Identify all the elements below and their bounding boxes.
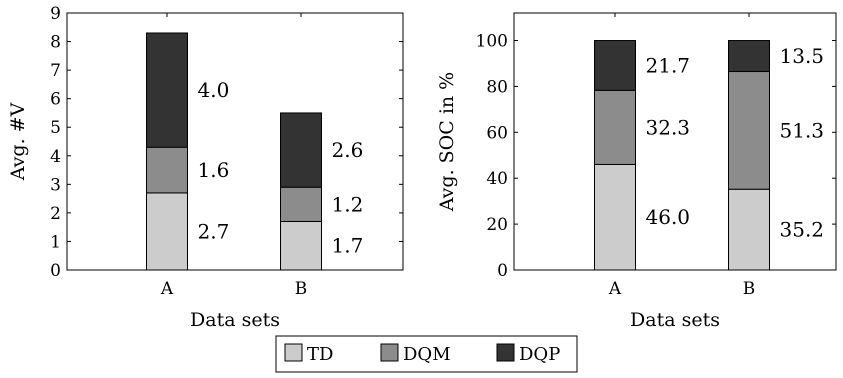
bar-dqm-a	[594, 89, 636, 165]
y-tick-label: 60	[486, 123, 508, 143]
y-tick-label: 4	[50, 147, 61, 167]
y-axis-label: Avg. #V	[7, 102, 29, 181]
y-tick-label: 5	[50, 118, 61, 138]
x-tick-label-a: A	[160, 279, 174, 299]
legend-box	[275, 335, 578, 373]
data-label-td-a: 46.0	[646, 205, 691, 229]
y-tick-label: 0	[497, 261, 508, 281]
y-tick-label: 0	[50, 261, 61, 281]
legend-label-dqm: DQM	[403, 344, 451, 365]
y-tick-label: 6	[50, 90, 61, 110]
y-tick-label: 20	[486, 215, 508, 235]
data-label-dqp-b: 2.6	[332, 138, 364, 162]
y-tick-label: 7	[50, 61, 61, 81]
legend-label-td: TD	[307, 344, 333, 365]
bar-td-b	[728, 188, 770, 271]
axes-frame	[513, 12, 837, 271]
bar-td-b	[280, 220, 322, 271]
x-tick-label-b: B	[295, 279, 308, 299]
data-label-dqm-b: 1.2	[332, 192, 364, 216]
bar-dqp-b	[728, 40, 770, 73]
bar-dqp-a	[146, 32, 188, 148]
legend-swatch-dqp	[496, 343, 515, 362]
legend-swatch-td	[284, 343, 303, 362]
x-tick-label-b: B	[743, 279, 756, 299]
legend-swatch-dqm	[380, 343, 399, 362]
y-tick-label: 1	[50, 232, 61, 252]
y-tick-label: 9	[50, 4, 61, 24]
data-label-dqp-a: 21.7	[646, 53, 691, 77]
y-tick-label: 3	[50, 175, 61, 195]
bar-dqm-a	[146, 146, 188, 194]
data-label-dqm-a: 1.6	[198, 158, 230, 182]
bar-td-a	[146, 192, 188, 271]
bar-dqm-b	[728, 71, 770, 190]
legend-label-dqp: DQP	[519, 344, 560, 365]
data-label-dqm-a: 32.3	[646, 115, 691, 139]
x-tick-label-a: A	[608, 279, 622, 299]
y-axis-label: Avg. SOC in %	[436, 72, 458, 213]
data-label-dqp-a: 4.0	[198, 78, 230, 102]
y-tick-label: 100	[476, 32, 508, 52]
y-tick-label: 8	[50, 33, 61, 53]
axes-frame	[66, 12, 404, 271]
data-label-dqp-b: 13.5	[780, 44, 825, 68]
bar-td-a	[594, 163, 636, 271]
x-axis-label: Data sets	[630, 309, 720, 331]
bar-dqm-b	[280, 186, 322, 222]
data-label-td-a: 2.7	[198, 219, 230, 243]
y-tick-label: 40	[486, 169, 508, 189]
y-tick-label: 2	[50, 204, 61, 224]
chart-panel-avg-v: 0 1 2 3 4 5 6 7 8 9 A B 2.7 1.6 4.0 1.7 1.2 2.6 Data sets A…	[7, 4, 404, 331]
data-label-td-b: 35.2	[780, 218, 825, 242]
y-tick-label: 80	[486, 77, 508, 97]
x-axis-label: Data sets	[190, 309, 280, 331]
bar-dqp-a	[594, 40, 636, 91]
data-label-td-b: 1.7	[332, 234, 364, 258]
data-label-dqm-b: 51.3	[780, 118, 825, 142]
legend: TD DQM DQP	[275, 335, 578, 373]
chart-panel-avg-soc: 0 20 40 60 80 100 A B 46.0 32.3 21.7 35.2 51.3 13.5 Da…	[436, 12, 837, 331]
bar-dqp-b	[280, 112, 322, 188]
